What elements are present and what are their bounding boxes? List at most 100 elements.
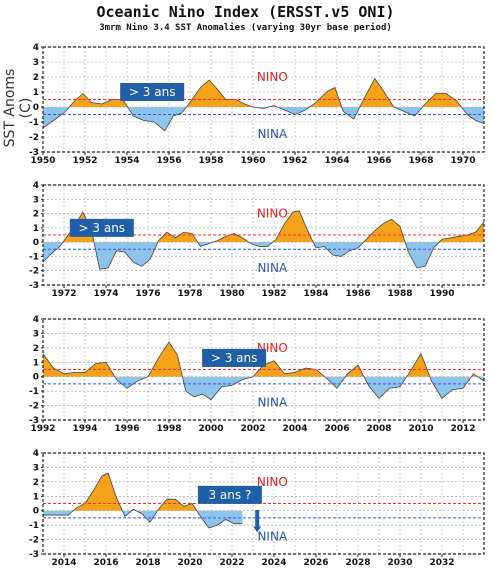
x-tick-label: 1980 <box>219 289 244 299</box>
x-tick-label: 2016 <box>93 558 118 568</box>
warm-anomaly-area <box>43 473 243 511</box>
x-tick-label: 1962 <box>282 156 307 166</box>
y-tick-label: 1 <box>33 224 39 234</box>
x-tick-label: 1970 <box>450 156 475 166</box>
x-tick-label: 1982 <box>261 289 286 299</box>
y-tick-label: -2 <box>29 133 39 143</box>
annotation-text: > 3 ans <box>211 351 258 365</box>
y-tick-label: 0 <box>33 373 39 383</box>
x-tick-label: 2006 <box>324 424 349 434</box>
y-tick-label: 4 <box>33 315 39 325</box>
nina-label: NINA <box>257 396 287 410</box>
x-tick-label: 1964 <box>324 156 349 166</box>
y-tick-label: 0 <box>33 238 39 248</box>
x-tick-label: 2026 <box>303 558 328 568</box>
x-tick-label: 2028 <box>345 558 370 568</box>
x-tick-label: 1952 <box>72 156 97 166</box>
panel-frame <box>42 46 485 153</box>
forecast-arrow-head <box>253 526 262 533</box>
anomaly-line <box>43 472 243 529</box>
y-tick-label: 3 <box>33 195 39 205</box>
x-tick-label: 2024 <box>261 558 286 568</box>
chart-panel-1: -3 -2 -1 0 1 2 3 4 1950 1952 1954 1956 1958 1960 1962 1… <box>29 43 485 166</box>
x-tick-label: 1990 <box>429 289 454 299</box>
x-tick-label: 1954 <box>114 156 139 166</box>
x-tick-label: 2010 <box>408 424 433 434</box>
x-tick-label: 1986 <box>345 289 370 299</box>
y-tick-label: 1 <box>33 492 39 502</box>
y-tick-label: 4 <box>33 449 39 459</box>
y-tick-label: 3 <box>33 329 39 339</box>
nino-label: NINO <box>257 70 288 84</box>
nina-label: NINA <box>257 127 287 141</box>
annotation-box <box>120 83 185 101</box>
chart-title: Oceanic Nino Index (ERSST.v5 ONI) <box>96 3 395 21</box>
nino-label: NINO <box>257 207 288 221</box>
x-tick-label: 1988 <box>387 289 412 299</box>
x-tick-label: 1996 <box>114 424 139 434</box>
chart-panel-2: -3 -2 -1 0 1 2 3 4 1972 1974 1976 1978 1980 1982 1984 1… <box>29 181 485 299</box>
y-tick-label: -3 <box>29 550 39 560</box>
x-tick-label: 2008 <box>366 424 391 434</box>
y-tick-label: -1 <box>29 387 39 397</box>
x-tick-label: 2020 <box>177 558 202 568</box>
y-tick-label: 0 <box>33 507 39 517</box>
y-tick-label: 0 <box>33 103 39 113</box>
anomaly-line <box>43 210 484 270</box>
x-tick-label: 1984 <box>303 289 328 299</box>
y-tick-label: 3 <box>33 463 39 473</box>
warm-anomaly-area <box>43 78 484 107</box>
x-tick-label: 1968 <box>408 156 433 166</box>
chart-subtitle: 3mrm Nino 3.4 SST Anomalies (varying 30y… <box>99 23 392 33</box>
y-tick-label: 1 <box>33 358 39 368</box>
y-tick-label: 2 <box>33 73 39 83</box>
warm-anomaly-area <box>62 210 484 243</box>
annotation-box <box>197 485 262 504</box>
y-tick-label: -2 <box>29 267 39 277</box>
x-tick-label: 2002 <box>240 424 265 434</box>
area-group <box>43 472 243 529</box>
x-tick-label: 2018 <box>135 558 160 568</box>
area-group <box>43 341 484 401</box>
y-tick-label: 2 <box>33 344 39 354</box>
nino-label: NINO <box>257 475 288 489</box>
y-tick-label: -3 <box>29 416 39 426</box>
x-tick-label: 2022 <box>219 558 244 568</box>
nina-label: NINA <box>257 261 287 275</box>
annotation-text: 3 ans ? <box>208 488 251 502</box>
panel-frame <box>42 318 485 421</box>
x-tick-label: 2004 <box>282 424 307 434</box>
y-tick-label: 3 <box>33 58 39 68</box>
x-tick-label: 1992 <box>30 424 55 434</box>
y-tick-label: -2 <box>29 402 39 412</box>
y-tick-label: -2 <box>29 536 39 546</box>
x-tick-label: 1978 <box>177 289 202 299</box>
x-tick-label: 1956 <box>156 156 181 166</box>
annotation-box <box>69 218 134 237</box>
x-tick-label: 1974 <box>93 289 118 299</box>
y-tick-label: -1 <box>29 521 39 531</box>
chart-panel-3: -3 -2 -1 0 1 2 3 4 1992 1994 1996 1998 2000 2002 2004 2… <box>29 315 485 434</box>
x-tick-label: 2030 <box>387 558 412 568</box>
anomaly-line <box>43 341 484 401</box>
x-tick-label: 1960 <box>240 156 265 166</box>
x-tick-label: 1976 <box>135 289 160 299</box>
y-tick-label: 1 <box>33 88 39 98</box>
y-tick-label: -1 <box>29 252 39 262</box>
x-tick-label: 2014 <box>51 558 76 568</box>
x-tick-label: 2000 <box>198 424 223 434</box>
annotation-box <box>202 348 267 367</box>
x-tick-label: 1966 <box>366 156 391 166</box>
cool-anomaly-area <box>43 107 484 131</box>
y-tick-label: 4 <box>33 181 39 191</box>
x-tick-label: 2032 <box>429 558 454 568</box>
annotation-text: > 3 ans <box>129 85 176 99</box>
y-tick-label: -3 <box>29 148 39 158</box>
panel-frame <box>42 452 485 555</box>
x-tick-label: 1972 <box>51 289 76 299</box>
nina-label: NINA <box>257 530 287 544</box>
x-tick-label: 2012 <box>450 424 475 434</box>
anomaly-line <box>43 77 484 132</box>
y-tick-label: 2 <box>33 210 39 220</box>
